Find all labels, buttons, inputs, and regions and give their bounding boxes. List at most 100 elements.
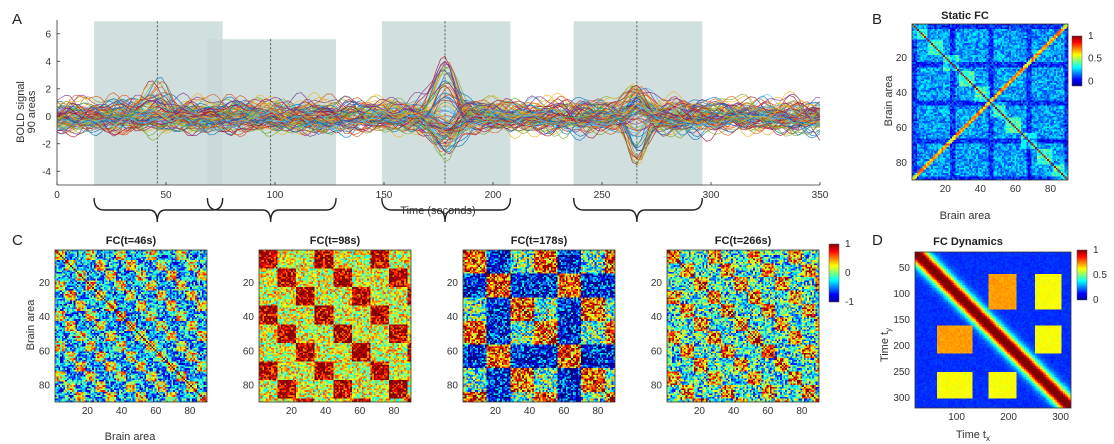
static-fc-colorbar-tick-label-2: 0: [1088, 76, 1094, 87]
static-fc-x-tick-label-1: 40: [975, 184, 987, 195]
window-brace-2: [381, 197, 512, 223]
bold-series-lines: [56, 55, 821, 166]
window-brace-1: [206, 197, 337, 223]
windowed-fc-3-y-tick-label-0: 20: [651, 278, 663, 289]
windowed-fc-title-1: FC(t=98s): [310, 235, 361, 247]
panel-letter-a: A: [12, 11, 22, 28]
static-fc-y-tick-label-1: 40: [896, 88, 908, 99]
windowed-fc-1-y-tick-label-0: 20: [243, 278, 255, 289]
fc-dynamics-y-label: Time ty: [879, 328, 893, 362]
x-tick-label-6: 300: [703, 190, 720, 201]
windowed-fc-3-x-tick-label-2: 60: [762, 406, 774, 417]
windowed-fc-2-y-tick-label-0: 20: [447, 278, 459, 289]
panel-letter-d: D: [872, 232, 883, 249]
static-fc-y-label: Brain area: [883, 75, 895, 127]
static-fc-axes: 20 40 60 80 20 40 60 80: [896, 53, 1057, 195]
window-braces: [93, 197, 703, 223]
bold-signal-chart: 0 50 100 150 200 250 300 350 -4 -2 0 2 4 6 Time (seco…: [15, 20, 829, 223]
windowed-fc-0-y-tick-label-0: 20: [39, 278, 51, 289]
fc-dynamics-heatmap: [915, 252, 1071, 408]
fc-dynamics-y-tick-label-4: 250: [893, 367, 910, 378]
window-brace-3: [572, 197, 703, 223]
windowed-fc-colorbar: 1 0 -1: [828, 239, 854, 308]
bold-series-89: [56, 107, 821, 141]
fc-dynamics-colorbar-tick-label-2: 0: [1093, 295, 1099, 306]
bold-series-87: [56, 61, 821, 129]
windowed-fc-2-x-tick-label-3: 80: [592, 406, 604, 417]
bold-series-79: [56, 96, 821, 123]
windowed-fc-0-x-tick-label-3: 80: [184, 406, 196, 417]
windowed-fc-0-y-tick-label-1: 40: [39, 312, 51, 323]
windowed-fc-2-x-tick-label-0: 20: [490, 406, 502, 417]
y-tick-label-5: 6: [45, 29, 51, 40]
windowed-fc-2-y-tick-label-2: 60: [447, 346, 459, 357]
windowed-fc-colorbar-gradient: [828, 243, 840, 303]
windowed-fc-1-y-tick-label-2: 60: [243, 346, 255, 357]
fc-dynamics-x-tick-label-1: 200: [1000, 412, 1017, 423]
y-tick-label-0: -4: [42, 167, 51, 178]
windowed-fc-heatmap-1: [259, 250, 411, 402]
fc-dynamics-y-tick-label-3: 200: [893, 341, 910, 352]
y-tick-label-2: 0: [45, 112, 51, 123]
windowed-fc-heatmap-1-frame: [258, 249, 412, 403]
windowed-fc-colorbar-tick-label-1: 0: [845, 268, 851, 279]
x-tick-label-5: 250: [594, 190, 611, 201]
windowed-fc-heatmap-0-frame: [54, 249, 208, 403]
bold-series-84: [56, 96, 821, 152]
panel-letter-b: B: [872, 11, 882, 28]
windowed-fc-0-y-tick-label-2: 60: [39, 346, 51, 357]
bold-series-60: [56, 67, 821, 159]
fc-dynamics-y-tick-label-1: 100: [893, 289, 910, 300]
windowed-fc-0-x-tick-label-2: 60: [150, 406, 162, 417]
windowed-fc-title-2: FC(t=178s): [511, 235, 568, 247]
x-tick-label-0: 0: [54, 190, 60, 201]
windowed-fc-heatmap-0: [55, 250, 207, 402]
fc-dynamics-y-tick-label-2: 150: [893, 315, 910, 326]
windowed-fc-2-y-tick-label-1: 40: [447, 312, 459, 323]
static-fc-x-label: Brain area: [940, 210, 992, 222]
x-axis-label: Time (seconds): [400, 205, 475, 217]
fc-dynamics-title: FC Dynamics: [933, 236, 1003, 248]
y-axis-label-line2: 90 areas: [26, 90, 38, 133]
bold-axes: 0 50 100 150 200 250 300 350 -4 -2 0 2 4 6: [42, 20, 829, 201]
windowed-fc-x-label: Brain area: [105, 431, 157, 443]
static-fc-y-tick-label-2: 60: [896, 123, 908, 134]
windowed-fc-colorbar-tick-label-0: 1: [845, 239, 851, 250]
bold-series-88: [56, 103, 821, 165]
windowed-fc-heatmap-3: [667, 250, 819, 402]
windowed-fc-heatmap-2-frame: [462, 249, 616, 403]
fc-dynamics-axes: 100 200 300 50 100 150 200 250 300: [893, 263, 1069, 423]
bold-series-78: [56, 94, 820, 136]
x-tick-label-2: 100: [267, 190, 284, 201]
fc-dynamics-colorbar-gradient: [1076, 249, 1088, 301]
bold-series-49: [56, 100, 821, 124]
windowed-fc-heatmap-2: [463, 250, 615, 402]
x-tick-label-3: 150: [376, 190, 393, 201]
windowed-fc-1-y-tick-label-3: 80: [243, 380, 255, 391]
windowed-fc-matrices: FC(t=46s) 20 40 60 80 20 40 60 80 FC(t=98s) 20 40 60…: [39, 235, 820, 417]
fc-dynamics-heatmap-frame: [914, 251, 1072, 409]
y-tick-label-1: -2: [42, 139, 51, 150]
panel-letter-c: C: [12, 232, 23, 249]
windowed-fc-3-y-tick-label-3: 80: [651, 380, 663, 391]
y-tick-label-3: 2: [45, 84, 51, 95]
bold-series-70: [56, 94, 821, 153]
static-fc-colorbar-tick-label-0: 1: [1088, 31, 1094, 42]
windowed-fc-0-x-tick-label-0: 20: [82, 406, 94, 417]
bold-series-80: [56, 100, 820, 125]
windowed-fc-title-3: FC(t=266s): [715, 235, 772, 247]
windowed-fc-1-y-tick-label-1: 40: [243, 312, 255, 323]
fc-dynamics-colorbar: 10.50: [1076, 245, 1107, 306]
windowed-fc-2-x-tick-label-1: 40: [524, 406, 536, 417]
windowed-fc-0-y-tick-label-3: 80: [39, 380, 51, 391]
bold-series-85: [56, 81, 821, 153]
y-tick-label-4: 4: [45, 57, 51, 68]
windowed-fc-3-x-tick-label-3: 80: [796, 406, 808, 417]
fc-dynamics-y-tick-label-5: 300: [893, 393, 910, 404]
fc-dynamics-matrix: [914, 251, 1072, 409]
static-fc-panel: Static FC 20 40 60 80 20 40 60 80 Brain area Br…: [883, 10, 1102, 222]
windowed-fc-title-0: FC(t=46s): [106, 235, 157, 247]
static-fc-heatmap: [912, 24, 1068, 180]
windowed-fc-2-y-tick-label-3: 80: [447, 380, 459, 391]
x-tick-label-4: 200: [485, 190, 502, 201]
